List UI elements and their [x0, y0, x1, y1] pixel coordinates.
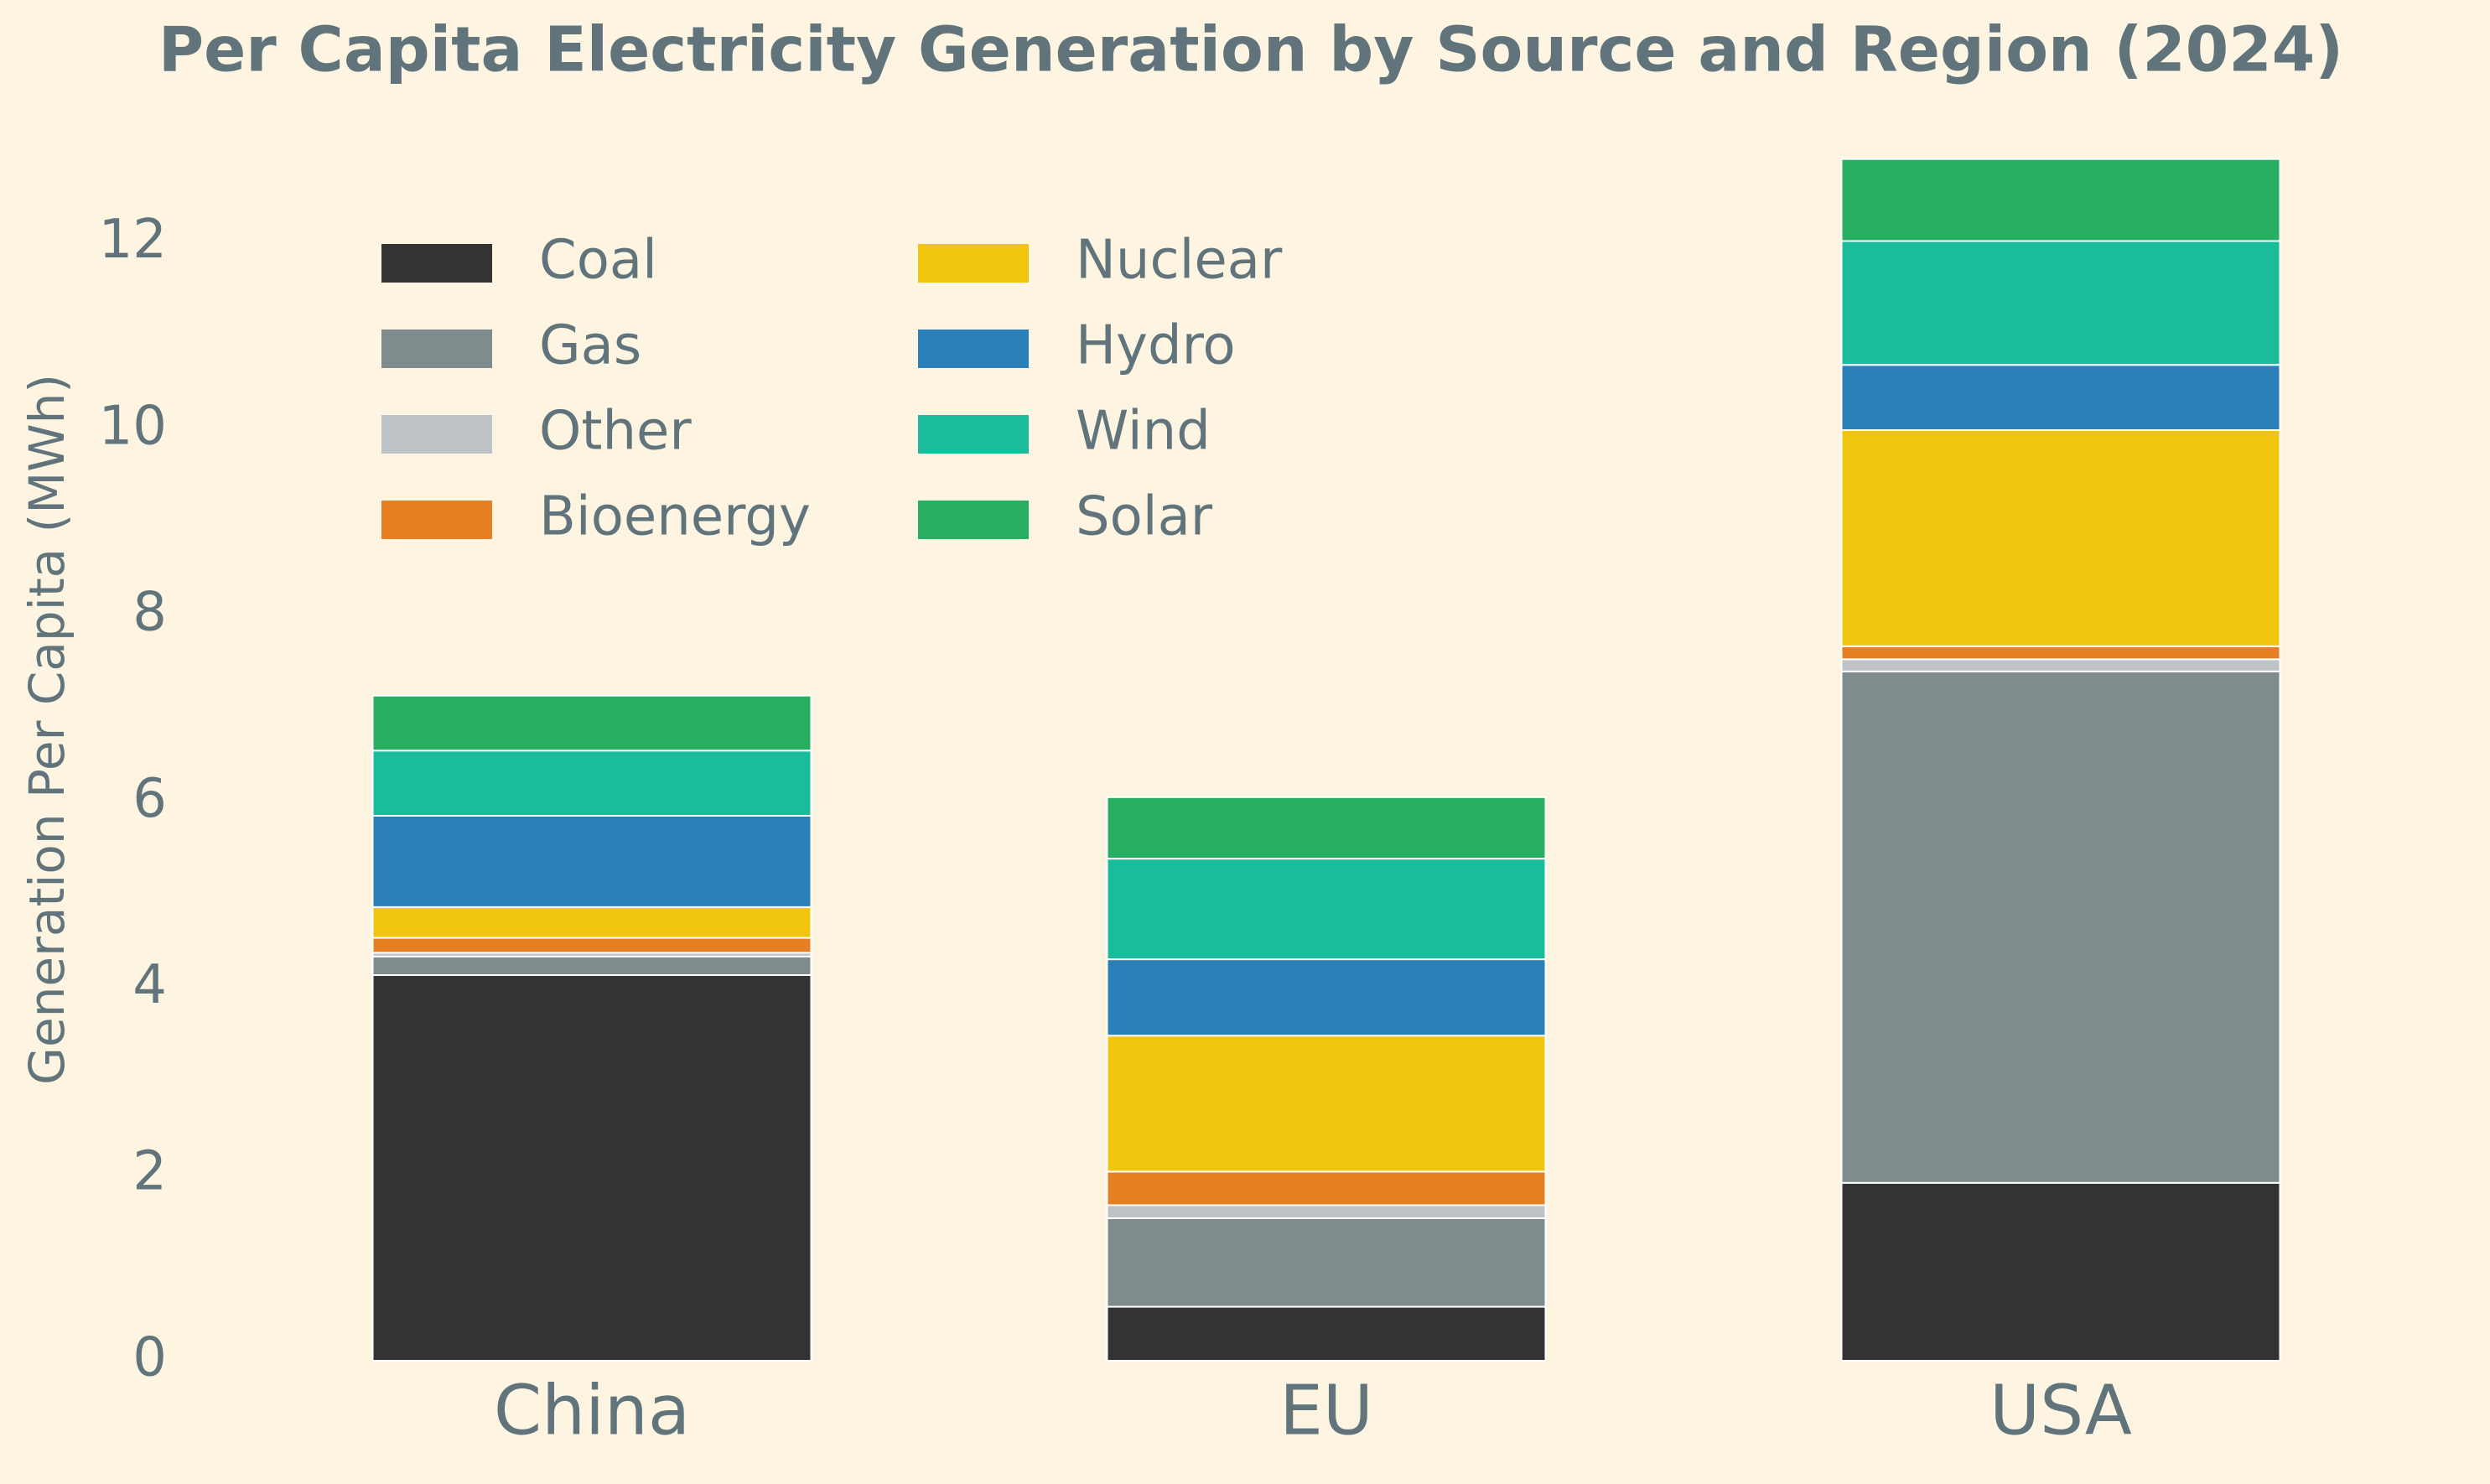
- legend-swatch: [381, 415, 492, 454]
- bar-segment: [1106, 1035, 1547, 1173]
- bar-segment: [1106, 958, 1547, 1037]
- bar-segment: [1106, 858, 1547, 961]
- legend-swatch: [918, 501, 1029, 539]
- bar-segment: [1840, 364, 2281, 432]
- x-tick-label: USA: [1989, 1371, 2132, 1450]
- bar-segment: [371, 974, 812, 1362]
- bar-segment: [1106, 796, 1547, 860]
- bar-segment: [1106, 1204, 1547, 1220]
- bar-segment: [1106, 1170, 1547, 1206]
- bar-segment: [371, 955, 812, 977]
- chart-title: Per Capita Electricity Generation by Sou…: [158, 14, 2343, 86]
- legend-swatch: [918, 415, 1029, 454]
- legend-label: Bioenergy: [539, 486, 811, 548]
- bar-segment: [1106, 1305, 1547, 1362]
- y-tick-label: 10: [99, 395, 167, 457]
- legend-swatch: [381, 329, 492, 368]
- bar-segment: [371, 815, 812, 908]
- y-tick-label: 4: [132, 954, 167, 1016]
- bar-segment: [1106, 1217, 1547, 1308]
- bar-segment: [371, 905, 812, 939]
- legend-label: Coal: [539, 230, 657, 292]
- bar-segment: [1840, 670, 2281, 1184]
- y-tick-label: 12: [99, 209, 167, 271]
- legend-label: Hydro: [1076, 315, 1236, 377]
- bar-segment: [371, 694, 812, 752]
- y-tick-label: 2: [132, 1140, 167, 1202]
- legend-swatch: [381, 501, 492, 539]
- y-axis-label: Generation Per Capita (MWh): [18, 374, 75, 1085]
- bar-segment: [1840, 240, 2281, 366]
- y-tick-label: 8: [132, 582, 167, 644]
- bar-segment: [1840, 429, 2281, 647]
- legend-label: Other: [539, 401, 692, 463]
- bar-segment: [371, 750, 812, 817]
- y-tick-label: 0: [132, 1327, 167, 1389]
- legend-label: Wind: [1076, 401, 1211, 463]
- x-tick-label: EU: [1279, 1371, 1373, 1450]
- legend-swatch: [381, 244, 492, 283]
- bar-segment: [1840, 645, 2281, 661]
- bar-segment: [1840, 658, 2281, 672]
- legend-swatch: [918, 329, 1029, 368]
- bar-segment: [1840, 158, 2281, 242]
- bar-segment: [371, 937, 812, 954]
- legend-label: Solar: [1076, 486, 1213, 548]
- bar-segment: [1840, 1181, 2281, 1362]
- y-tick-label: 6: [132, 768, 167, 830]
- legend-swatch: [918, 244, 1029, 283]
- x-tick-label: China: [494, 1371, 690, 1450]
- legend-label: Gas: [539, 315, 641, 377]
- legend-label: Nuclear: [1076, 230, 1283, 292]
